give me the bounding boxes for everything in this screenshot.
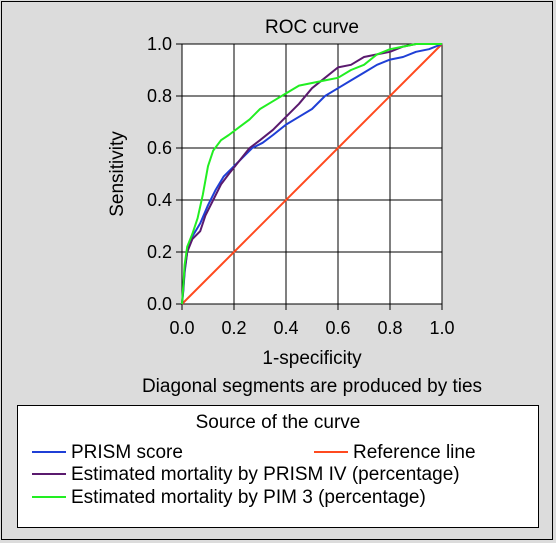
x-tick-label: 0.4 [273, 318, 298, 338]
legend-item-pim3: Estimated mortality by PIM 3 (percentage… [32, 487, 426, 509]
legend-item-reference-line: Reference line [314, 442, 476, 464]
x-tick-label: 0.8 [377, 318, 402, 338]
y-tick-label: 0.2 [147, 242, 172, 262]
y-axis-label: Sensitivity [107, 131, 128, 217]
y-tick-label: 0.0 [147, 294, 172, 314]
x-tick-label: 0.6 [325, 318, 350, 338]
x-tick-label: 0.0 [169, 318, 194, 338]
legend-item-prism-score: PRISM score [32, 442, 183, 464]
x-tick-label: 0.2 [221, 318, 246, 338]
y-axis: 0.0 0.2 0.4 0.6 0.8 1.0 [147, 34, 182, 314]
x-axis-label: 1-specificity [262, 348, 362, 369]
series-lines [181, 43, 443, 305]
x-axis: 0.0 0.2 0.4 0.6 0.8 1.0 [169, 304, 455, 338]
series-line-prism-score [181, 43, 443, 305]
legend-label: PRISM score [71, 442, 183, 463]
legend-title: Source of the curve [195, 412, 361, 433]
chart-title: ROC curve [265, 17, 359, 38]
legend-swatch [314, 450, 348, 453]
legend-swatch [32, 450, 66, 453]
series-line-reference-line [181, 43, 443, 305]
series-line-estimated-mortality-by-pim-3-percentage [181, 43, 442, 305]
legend-label: Estimated mortality by PRISM IV (percent… [71, 464, 460, 485]
ties-note: Diagonal segments are produced by ties [142, 376, 482, 397]
grid-lines [182, 44, 442, 304]
y-tick-label: 0.6 [147, 138, 172, 158]
roc-chart: ROC curve 0.00.20.40.60.81.0 0.0 0.2 0.4 0.… [107, 17, 482, 397]
legend-swatch [32, 495, 66, 498]
legend-label: Estimated mortality by PIM 3 (percentage… [71, 487, 426, 508]
series-line-estimated-mortality-by-prism-iv-percentage [181, 43, 442, 305]
y-tick-label: 0.8 [147, 86, 172, 106]
y-tick-label: 1.0 [147, 34, 172, 54]
y-tick-label: 0.4 [147, 190, 172, 210]
legend-swatch [32, 472, 66, 475]
legend-item-prism-iv: Estimated mortality by PRISM IV (percent… [32, 464, 460, 486]
x-tick-label: 1.0 [429, 318, 454, 338]
legend-label: Reference line [353, 442, 476, 463]
legend: Source of the curve PRISM score Referenc… [17, 405, 539, 528]
